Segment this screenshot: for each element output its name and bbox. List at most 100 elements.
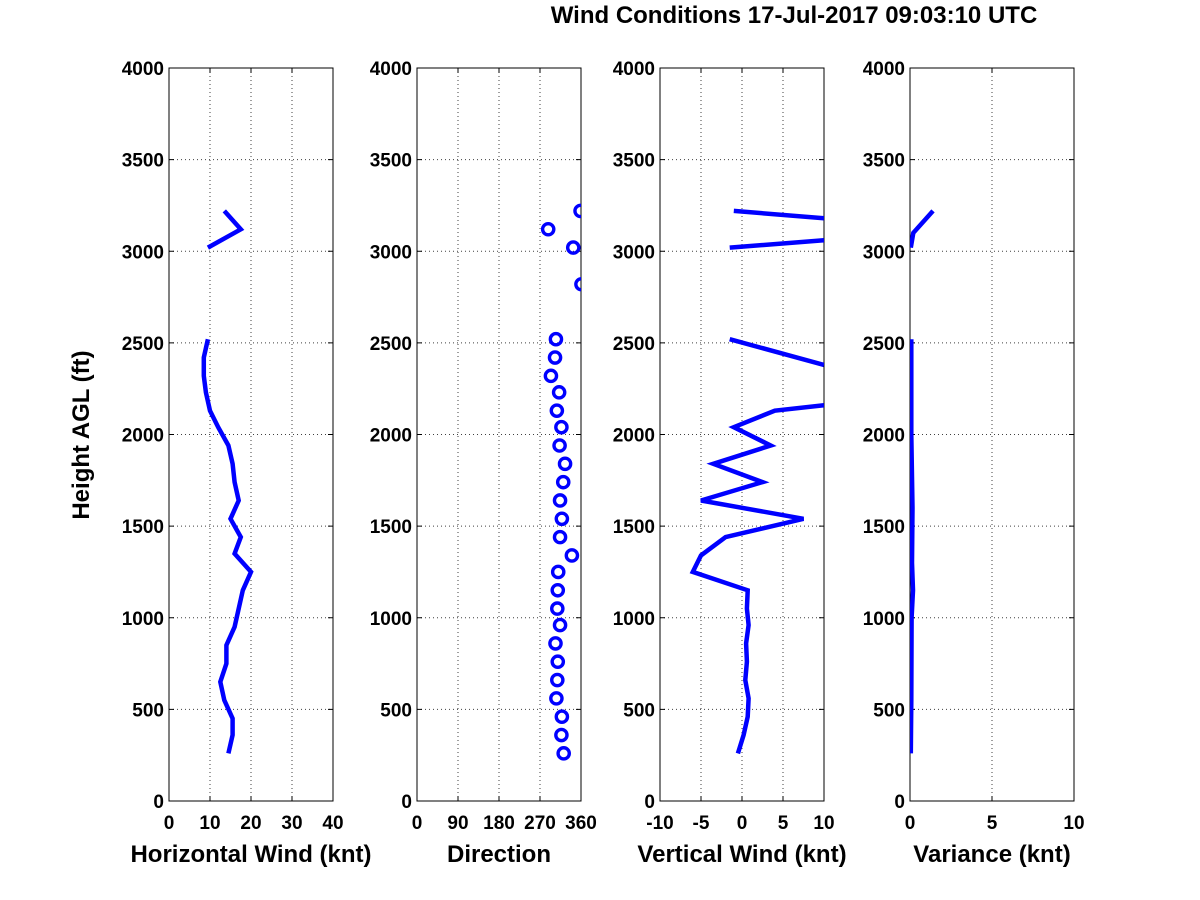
data-point [550, 564, 566, 580]
y-tick-label: 4000 [122, 59, 164, 80]
y-tick-label: 2500 [863, 334, 905, 355]
data-point [565, 240, 581, 255]
x-tick-label: -5 [693, 813, 710, 834]
y-axis-label: Height AGL (ft) [68, 350, 95, 519]
y-tick-label: 3500 [122, 151, 164, 172]
y-tick-label: 4000 [863, 59, 905, 80]
x-tick-label: 10 [813, 813, 834, 834]
y-tick-label: 2000 [863, 426, 905, 447]
y-tick-label: 2000 [122, 426, 164, 447]
x-tick-label: -10 [646, 813, 673, 834]
y-tick-label: 500 [623, 700, 655, 721]
x-tick-label: 40 [322, 813, 343, 834]
y-tick-label: 1500 [863, 517, 905, 538]
series-line [729, 238, 824, 250]
data-point [543, 368, 559, 384]
series-vertical-wind [689, 208, 824, 755]
data-point [554, 727, 569, 743]
x-tick-label: 0 [905, 813, 916, 834]
series-line [729, 337, 824, 368]
x-tick-label: 90 [447, 813, 468, 834]
data-point [564, 548, 580, 563]
data-point [549, 403, 565, 418]
data-point [557, 456, 573, 472]
data-point [548, 331, 564, 347]
y-tick-label: 3500 [613, 151, 655, 172]
y-tick-label: 3000 [122, 242, 164, 263]
y-tick-label: 0 [153, 792, 164, 813]
panel-vertical-wind: 0 500 1000 1500 2000 2500 3000 3500 4000 -10 -5 0 5 1… [613, 59, 847, 868]
y-tick-label: 3000 [863, 242, 905, 263]
y-tick-label: 1500 [370, 517, 412, 538]
x-tick-label: 10 [199, 813, 220, 834]
x-tick-label: 5 [987, 813, 998, 834]
panel-variance: 0 500 1000 1500 2000 2500 3000 3500 4000 0 5 10 Vari… [863, 59, 1085, 868]
x-tick-label: 270 [524, 813, 556, 834]
x-axis-label: Direction [447, 841, 551, 868]
x-tick-label: 20 [240, 813, 261, 834]
y-tick-label: 0 [894, 792, 905, 813]
x-axis-label: Vertical Wind (knt) [637, 841, 846, 868]
series-line [201, 338, 254, 754]
series-direction [540, 203, 581, 761]
y-tick-label: 3000 [370, 242, 412, 263]
data-point [552, 438, 567, 453]
series-line [910, 209, 935, 248]
x-tick-label: 10 [1063, 813, 1084, 834]
y-tick-label: 2000 [370, 426, 412, 447]
data-point [550, 654, 566, 670]
y-tick-label: 2500 [122, 334, 164, 355]
axes-frame [659, 67, 825, 802]
data-point [550, 582, 566, 598]
data-point [556, 746, 571, 761]
x-tick-label: 360 [565, 813, 597, 834]
data-point [552, 529, 568, 545]
series-horizontal-wind [201, 209, 254, 754]
x-tick-label: 0 [164, 813, 175, 834]
panel-horizontal-wind: 0 500 1000 1500 2000 2500 3000 3500 4000 0 10 20 30 4… [122, 59, 372, 868]
data-point [550, 601, 565, 616]
axes-frame [168, 67, 334, 802]
series-line [206, 209, 245, 250]
x-tick-label: 5 [778, 813, 789, 834]
x-tick-label: 0 [737, 813, 748, 834]
y-tick-label: 1000 [863, 609, 905, 630]
data-point [555, 474, 571, 490]
y-tick-label: 500 [873, 700, 905, 721]
x-axis-label: Horizontal Wind (knt) [130, 841, 371, 868]
y-tick-label: 1000 [122, 609, 164, 630]
data-point [573, 203, 581, 219]
y-tick-label: 2500 [370, 334, 412, 355]
y-tick-label: 3500 [863, 151, 905, 172]
data-point [547, 350, 563, 365]
y-tick-label: 1500 [122, 517, 164, 538]
data-point [574, 276, 581, 292]
data-point [554, 709, 570, 725]
data-point [552, 493, 568, 508]
series-variance [910, 209, 935, 754]
y-tick-label: 4000 [613, 59, 655, 80]
data-point [551, 385, 567, 400]
y-tick-label: 3500 [370, 151, 412, 172]
data-point [554, 419, 569, 435]
y-tick-label: 1000 [613, 609, 655, 630]
data-point [550, 672, 565, 688]
y-tick-label: 2500 [613, 334, 655, 355]
x-tick-label: 30 [281, 813, 302, 834]
data-point [554, 511, 570, 527]
chart-title: Wind Conditions 17-Jul-2017 09:03:10 UTC [551, 2, 1038, 29]
series-line [733, 208, 824, 221]
panel-direction: 0 500 1000 1500 2000 2500 3000 3500 4000 0 90 180 27… [370, 59, 597, 868]
y-tick-label: 0 [644, 792, 655, 813]
data-point [548, 636, 563, 651]
axes-frame [416, 67, 582, 802]
y-tick-label: 500 [132, 700, 164, 721]
y-tick-label: 0 [401, 792, 412, 813]
y-tick-label: 1000 [370, 609, 412, 630]
series-line [910, 339, 916, 754]
y-tick-label: 3000 [613, 242, 655, 263]
data-point [552, 617, 568, 633]
x-tick-label: 180 [483, 813, 515, 834]
